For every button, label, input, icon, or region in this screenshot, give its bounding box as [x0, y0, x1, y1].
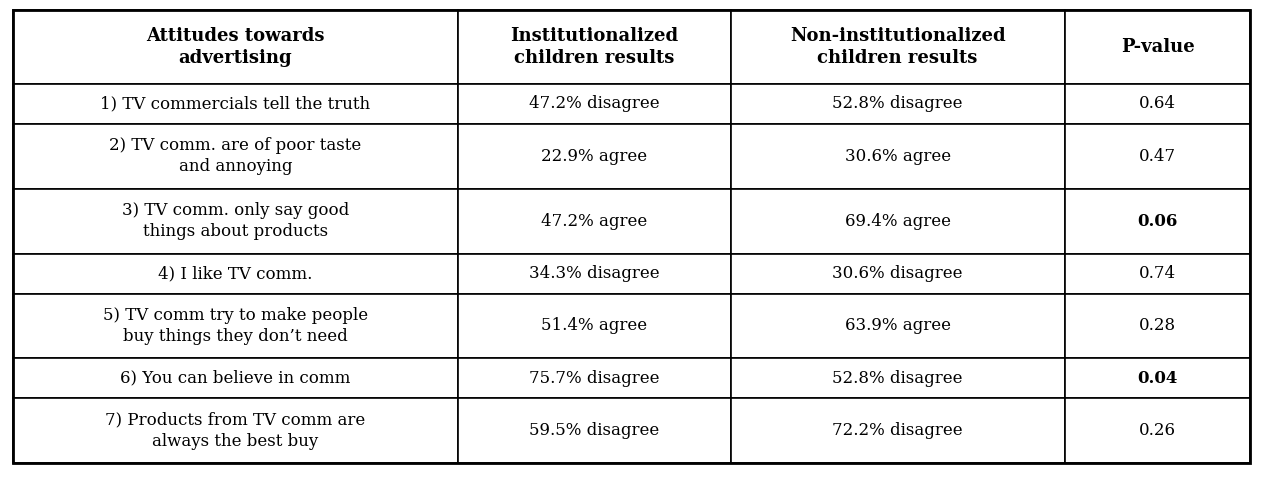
Text: 59.5% disagree: 59.5% disagree	[529, 422, 659, 439]
Text: 0.74: 0.74	[1139, 265, 1176, 282]
Text: 5) TV comm try to make people
buy things they don’t need: 5) TV comm try to make people buy things…	[102, 307, 368, 345]
Text: 30.6% disagree: 30.6% disagree	[832, 265, 962, 282]
Bar	[730, 189, 1065, 253]
Bar	[1065, 398, 1250, 463]
Text: 75.7% disagree: 75.7% disagree	[529, 370, 659, 387]
Bar	[458, 189, 730, 253]
Text: 69.4% agree: 69.4% agree	[845, 213, 951, 230]
Bar	[1065, 294, 1250, 359]
Bar	[13, 189, 458, 253]
Bar	[730, 84, 1065, 124]
Text: 72.2% disagree: 72.2% disagree	[832, 422, 962, 439]
Bar	[458, 398, 730, 463]
Bar	[1065, 124, 1250, 189]
Bar	[730, 398, 1065, 463]
Bar	[13, 10, 458, 84]
Text: 0.64: 0.64	[1139, 96, 1176, 113]
Bar	[458, 294, 730, 359]
Text: 22.9% agree: 22.9% agree	[542, 148, 648, 165]
Bar	[458, 124, 730, 189]
Text: 3) TV comm. only say good
things about products: 3) TV comm. only say good things about p…	[121, 202, 349, 240]
Text: 30.6% agree: 30.6% agree	[845, 148, 951, 165]
Text: 2) TV comm. are of poor taste
and annoying: 2) TV comm. are of poor taste and annoyi…	[110, 137, 361, 175]
Bar	[730, 10, 1065, 84]
Bar	[458, 359, 730, 398]
Bar	[730, 359, 1065, 398]
Bar	[1065, 253, 1250, 294]
Text: 47.2% agree: 47.2% agree	[542, 213, 648, 230]
Text: Institutionalized
children results: Institutionalized children results	[510, 27, 678, 67]
Bar	[13, 398, 458, 463]
Text: 0.06: 0.06	[1138, 213, 1177, 230]
Text: 51.4% agree: 51.4% agree	[542, 317, 648, 335]
Text: 1) TV commercials tell the truth: 1) TV commercials tell the truth	[100, 96, 370, 113]
Bar	[13, 253, 458, 294]
Text: 0.26: 0.26	[1139, 422, 1176, 439]
Text: Non-institutionalized
children results: Non-institutionalized children results	[789, 27, 1005, 67]
Bar	[13, 359, 458, 398]
Text: 0.28: 0.28	[1139, 317, 1176, 335]
Text: 34.3% disagree: 34.3% disagree	[529, 265, 659, 282]
Text: Attitudes towards
advertising: Attitudes towards advertising	[147, 27, 325, 67]
Bar	[1065, 359, 1250, 398]
Bar	[458, 84, 730, 124]
Text: 52.8% disagree: 52.8% disagree	[832, 96, 962, 113]
Bar	[730, 124, 1065, 189]
Text: 63.9% agree: 63.9% agree	[845, 317, 951, 335]
Bar	[730, 294, 1065, 359]
Bar	[1065, 189, 1250, 253]
Bar	[730, 253, 1065, 294]
Text: P-value: P-value	[1120, 38, 1195, 56]
Bar	[1065, 84, 1250, 124]
Bar	[13, 294, 458, 359]
Text: 52.8% disagree: 52.8% disagree	[832, 370, 962, 387]
Text: 0.04: 0.04	[1138, 370, 1177, 387]
Text: 7) Products from TV comm are
always the best buy: 7) Products from TV comm are always the …	[105, 412, 365, 450]
Text: 0.47: 0.47	[1139, 148, 1176, 165]
Text: 47.2% disagree: 47.2% disagree	[529, 96, 659, 113]
Bar	[13, 124, 458, 189]
Text: 6) You can believe in comm: 6) You can believe in comm	[120, 370, 351, 387]
Bar	[13, 84, 458, 124]
Bar	[1065, 10, 1250, 84]
Bar	[458, 10, 730, 84]
Bar	[458, 253, 730, 294]
Text: 4) I like TV comm.: 4) I like TV comm.	[158, 265, 313, 282]
